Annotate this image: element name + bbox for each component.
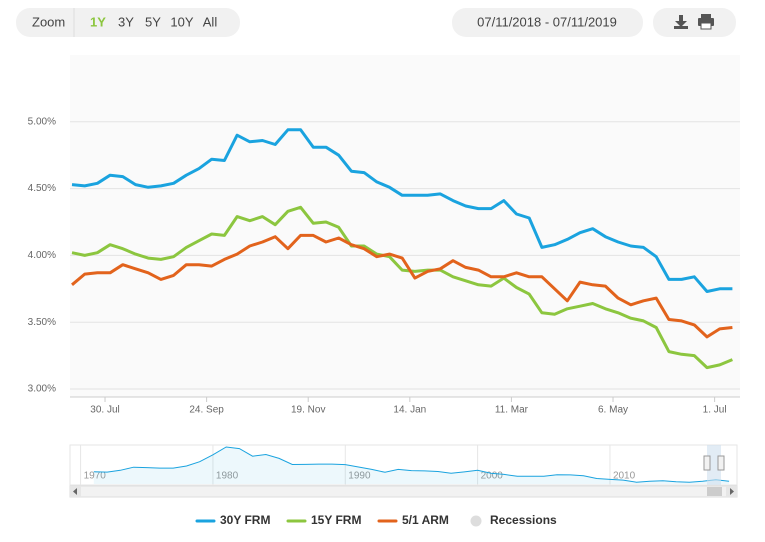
y-tick-label: 3.00% xyxy=(28,384,56,395)
x-tick-label: 1. Jul xyxy=(703,405,727,416)
navigator-handle[interactable] xyxy=(717,455,725,471)
scroll-thumb[interactable] xyxy=(707,487,722,496)
navigator xyxy=(69,444,738,486)
legend-label[interactable]: 15Y FRM xyxy=(311,513,361,527)
navigator-handle[interactable] xyxy=(703,455,711,471)
x-tick-label: 19. Nov xyxy=(291,405,325,416)
scroll-right-arrow xyxy=(730,488,734,495)
x-tick-label: 14. Jan xyxy=(393,405,426,416)
navigator-line xyxy=(93,446,730,483)
print-icon[interactable] xyxy=(698,14,714,30)
legend: 30Y FRM 15Y FRM 5/1 ARM Recessions xyxy=(195,513,557,527)
plot-area xyxy=(70,55,740,397)
export-group xyxy=(653,8,736,37)
x-tick-label: 1970 xyxy=(84,471,107,482)
x-tick-label: 30. Jul xyxy=(90,405,119,416)
navigator-plot: 1970 1980 1990 2000 2010 xyxy=(80,445,730,485)
series-line xyxy=(71,128,733,293)
download-icon[interactable] xyxy=(674,15,688,29)
date-range: 07/11/2018 - 07/11/2019 xyxy=(477,14,617,29)
x-tick-label: 1990 xyxy=(348,471,371,482)
range-buttons: 1Y 3Y 5Y 10Y All xyxy=(90,14,217,29)
x-tick-label: 2010 xyxy=(613,471,636,482)
series-line xyxy=(71,233,733,339)
series-line xyxy=(71,205,733,370)
x-tick-label: 11. Mar xyxy=(495,405,529,416)
legend-label[interactable]: 30Y FRM xyxy=(220,513,270,527)
scrollbar[interactable] xyxy=(69,485,738,498)
main-plot: 3.00% 3.50% 4.00% 4.50% 5.00% 30. Jul 24. Sep 1… xyxy=(28,116,740,416)
y-tick-label: 4.00% xyxy=(28,250,56,261)
range-button[interactable]: 3Y xyxy=(118,14,134,29)
date-range-box[interactable] xyxy=(452,8,643,37)
x-tick-label: 2000 xyxy=(481,471,504,482)
range-button[interactable]: 1Y xyxy=(90,14,106,29)
y-tick-label: 4.50% xyxy=(28,183,56,194)
scroll-left-arrow xyxy=(73,488,77,495)
zoom-group xyxy=(16,8,240,37)
x-tick-label: 24. Sep xyxy=(189,405,224,416)
range-button[interactable]: 10Y xyxy=(170,14,193,29)
zoom-label: Zoom xyxy=(32,14,65,29)
legend-swatch xyxy=(470,515,482,527)
y-tick-label: 5.00% xyxy=(28,116,56,127)
x-tick-label: 6. May xyxy=(598,405,628,416)
legend-label[interactable]: Recessions xyxy=(490,513,557,527)
x-tick-label: 1980 xyxy=(216,471,239,482)
legend-label[interactable]: 5/1 ARM xyxy=(402,513,449,527)
range-button[interactable]: 5Y xyxy=(145,14,161,29)
y-tick-label: 3.50% xyxy=(28,317,56,328)
range-button[interactable]: All xyxy=(203,14,218,29)
navigator-window[interactable] xyxy=(707,445,721,485)
